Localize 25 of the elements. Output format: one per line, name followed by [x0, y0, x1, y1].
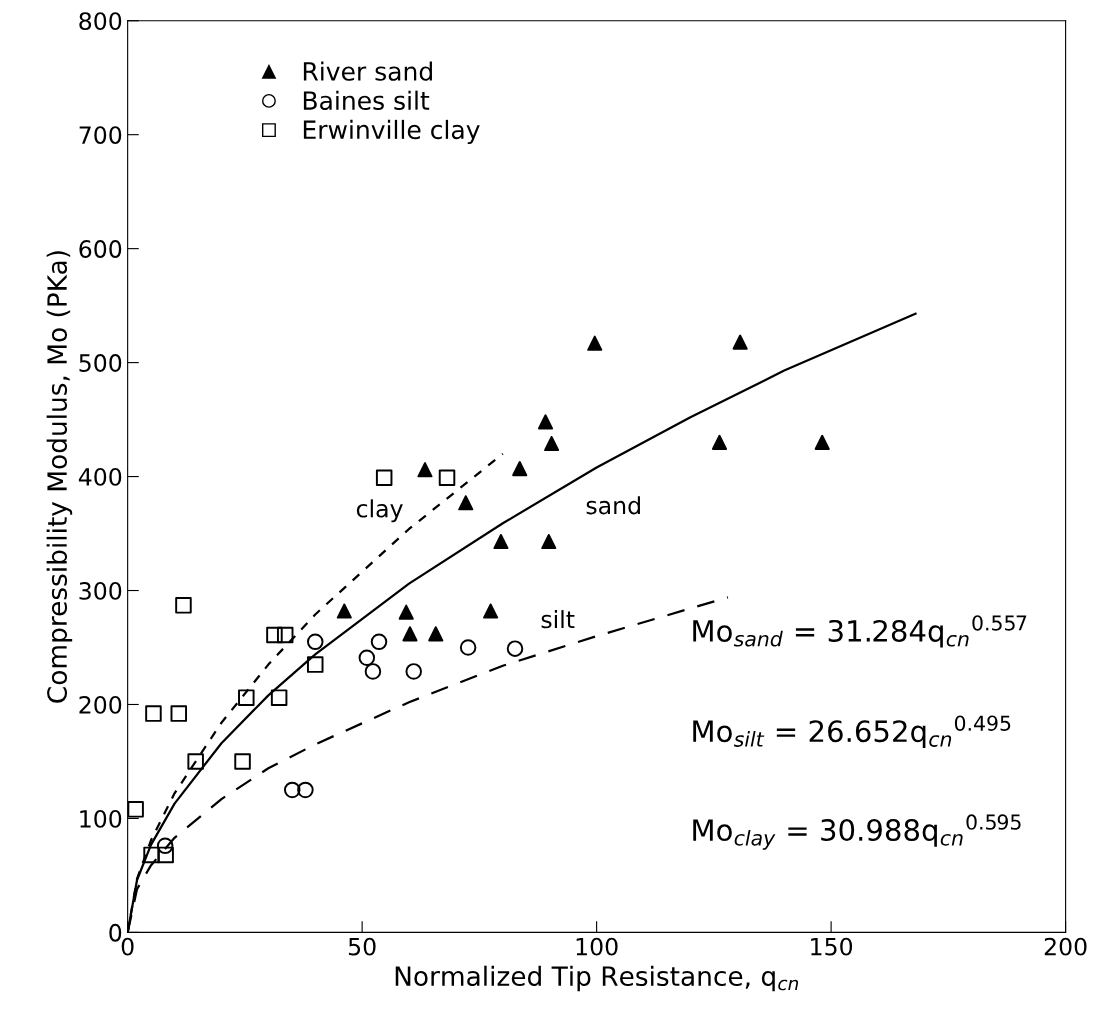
x-tick-label: 200 — [1044, 937, 1087, 956]
x-tick-label: 100 — [576, 937, 618, 956]
x-tick-label: 150 — [811, 937, 853, 956]
annotation: Mo$_{sand}$ = 31.284q$_{cn}$$^{0.557}$ — [693, 615, 1027, 648]
y-tick-label: 0 — [109, 923, 122, 942]
y-tick-label: 500 — [79, 354, 122, 372]
y-tick-label: 600 — [79, 240, 122, 258]
y-tick-label: 100 — [80, 809, 122, 828]
x-tick-label: 50 — [348, 937, 376, 956]
annotation: silt — [541, 610, 575, 629]
y-tick-label: 200 — [79, 695, 122, 714]
y-tick-label: 800 — [79, 12, 122, 31]
y-axis-title: Compressibility Modulus, Mo (PKa) — [46, 251, 73, 703]
y-tick-label: 700 — [79, 126, 122, 144]
legend-label: Baines silt — [303, 90, 430, 110]
x-tick-label: 0 — [121, 937, 134, 956]
y-tick-label: 300 — [79, 581, 122, 600]
legend-label: Erwinville clay — [303, 119, 480, 145]
x-axis-title: Normalized Tip Resistance, q$_{cn}$ — [395, 965, 799, 992]
legend-label: River sand — [303, 61, 432, 81]
annotation: Mo$_{clay}$ = 30.988q$_{cn}$$^{0.595}$ — [693, 814, 1021, 850]
annotation: clay — [356, 499, 403, 523]
annotation: sand — [586, 496, 640, 515]
annotation: Mo$_{silt}$ = 26.652q$_{cn}$$^{0.495}$ — [693, 715, 1011, 748]
y-tick-label: 400 — [78, 468, 122, 486]
